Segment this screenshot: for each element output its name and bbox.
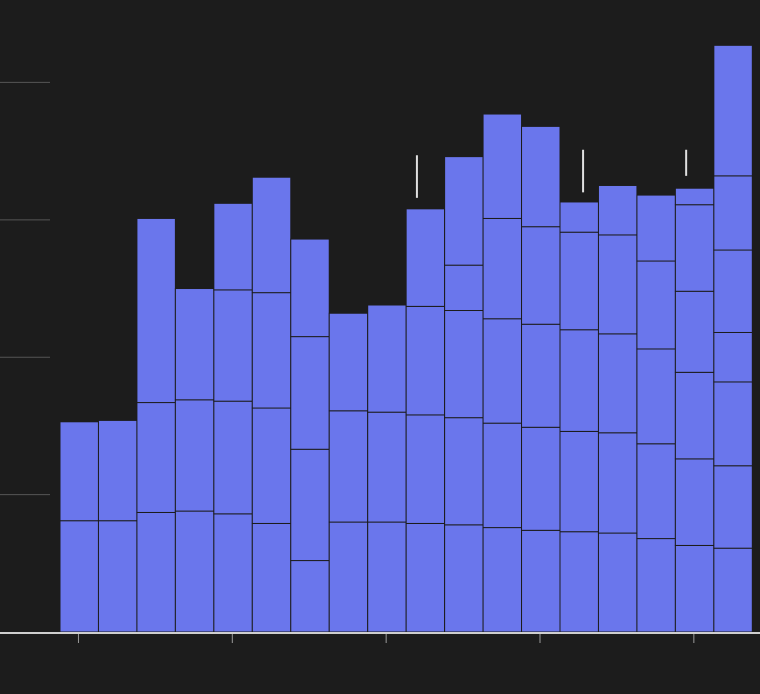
bar-segment [521,529,561,633]
bar-segment [636,194,676,262]
bar-segment [713,249,753,333]
bar-segment [405,305,446,416]
bar-segment [367,411,407,523]
bar-segment [444,264,484,312]
bar-segment [290,336,330,450]
bar-segment [674,544,715,633]
bar-segment [636,348,676,445]
bar-segment [559,531,599,633]
bar-segment [597,184,638,236]
bar-segment [482,318,523,424]
bar-segment [713,44,753,177]
bar-segment [136,511,176,633]
bar-segment [636,443,676,540]
bar-segment [636,260,676,350]
bar-segment [674,458,715,546]
bar-segment [328,312,369,412]
bar-segment [674,290,715,373]
bar-segment [713,547,753,633]
bar-segment [521,125,561,228]
bar-segment [674,187,715,206]
bar-segment [559,201,599,233]
bar-segment [59,520,99,633]
bar-segment [636,538,676,633]
bar-segment [213,400,253,515]
bar-segment [251,292,292,409]
bar-segment [444,524,484,633]
bar-segment [97,419,138,522]
bar-segment [444,417,484,526]
bar-segment [521,226,561,325]
bar-segment [482,217,523,320]
bar-segment [597,532,638,633]
bar-segment [521,426,561,531]
bar-segment [713,381,753,467]
bar-segment [251,407,292,524]
bar-segment [59,421,99,522]
bar-segment [521,323,561,428]
bar-segment [559,231,599,331]
bar-segment [367,521,407,633]
bar-segment [713,175,753,251]
bar-segment [290,448,330,562]
bar-segment [674,204,715,292]
bar-segment [713,331,753,383]
bar-segment [290,560,330,633]
bar-segment [174,399,215,512]
bar-segment [97,520,138,633]
bar-segment [482,113,523,219]
bar-segment [405,522,446,633]
bar-segment [328,521,369,633]
bar-segment [482,527,523,633]
bar-segment [290,238,330,338]
bar-segment [444,156,484,266]
bar-segment [136,217,176,404]
bar-segment [597,234,638,335]
bar-segment [213,289,253,402]
bar-segment [251,176,292,294]
bar-segment [328,410,369,523]
bar-segment [559,329,599,432]
bar-segment [213,513,253,633]
bar-segment [367,304,407,413]
bar-segment [213,202,253,291]
bar-segment [405,414,446,524]
bar-segment [674,371,715,460]
bar-segment [482,422,523,529]
bar-segment [597,432,638,534]
bar-segment [713,465,753,549]
bar-segment [136,402,176,513]
bar-segment [559,430,599,533]
bar-segment [251,522,292,633]
bar-segment [444,310,484,419]
bar-segment [597,333,638,434]
bar-segment [174,510,215,633]
bar-segment [174,288,215,401]
bar-segment [405,208,446,307]
